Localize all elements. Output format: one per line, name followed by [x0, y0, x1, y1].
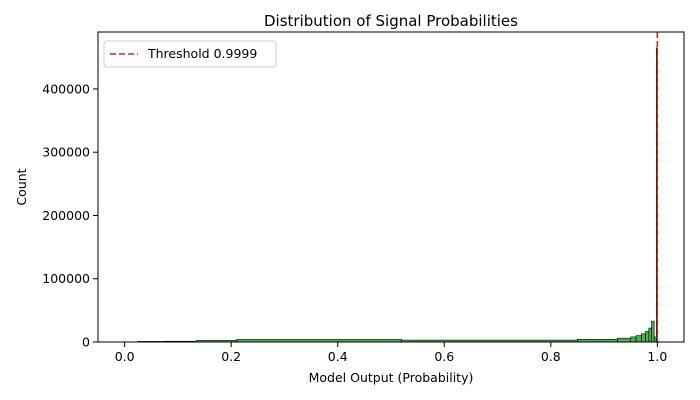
y-axis-label: Count	[14, 168, 29, 205]
x-tick-label: 0.2	[221, 349, 241, 364]
histogram-bar	[617, 337, 632, 343]
x-tick-label: 0.6	[434, 349, 454, 364]
x-tick-label: 1.0	[647, 349, 667, 364]
x-tick-label: 0.0	[115, 349, 135, 364]
x-axis-label: Model Output (Probability)	[309, 370, 474, 385]
x-tick-label: 0.8	[541, 349, 561, 364]
histogram-bar	[653, 336, 657, 343]
histogram-bar	[645, 330, 650, 343]
histogram-bar	[651, 320, 655, 343]
histogram-bar	[641, 333, 646, 343]
x-tick-label: 0.4	[328, 349, 348, 364]
histogram-bar	[635, 335, 642, 343]
legend-threshold-label: Threshold 0.9999	[147, 46, 257, 61]
y-tick-label: 400000	[42, 81, 90, 96]
y-tick-label: 100000	[42, 271, 90, 286]
chart-title: Distribution of Signal Probabilities	[264, 12, 518, 30]
y-tick-label: 0	[82, 335, 90, 350]
histogram-bar	[630, 336, 637, 343]
y-ticks: 0 100000 200000 300000 400000	[42, 81, 98, 350]
x-ticks: 0.0 0.2 0.4 0.6 0.8 1.0	[115, 342, 667, 364]
legend-box	[103, 40, 277, 68]
y-tick-label: 300000	[42, 145, 90, 160]
legend: Threshold 0.9999	[103, 40, 277, 68]
histogram-bar	[648, 327, 652, 343]
axes	[97, 31, 685, 343]
plot-frame	[97, 31, 685, 343]
y-tick-label: 200000	[42, 208, 90, 223]
